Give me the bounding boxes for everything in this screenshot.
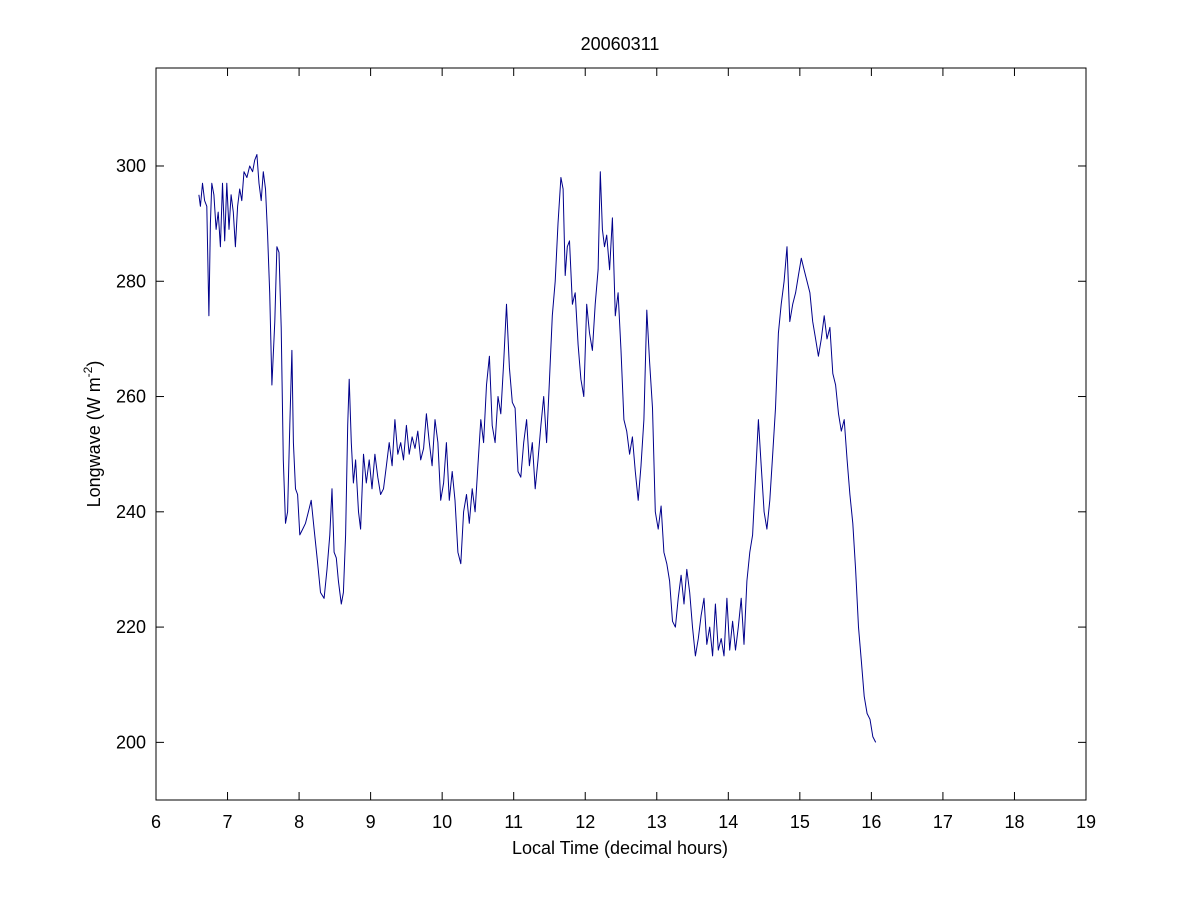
x-tick-label: 9 <box>366 812 376 832</box>
x-tick-label: 19 <box>1076 812 1096 832</box>
y-axis-label-main: Longwave (W m <box>84 377 104 507</box>
y-tick-label: 260 <box>116 387 146 407</box>
x-tick-label: 17 <box>933 812 953 832</box>
series-line <box>198 154 877 743</box>
y-axis-tick-labels: 200 220 240 260 280 300 <box>116 156 146 752</box>
x-tick-label: 10 <box>432 812 452 832</box>
x-tick-label: 8 <box>294 812 304 832</box>
y-axis-label-superscript: -2 <box>81 366 95 377</box>
x-tick-label: 18 <box>1004 812 1024 832</box>
x-tick-label: 14 <box>718 812 738 832</box>
y-tick-label: 300 <box>116 156 146 176</box>
x-tick-label: 7 <box>223 812 233 832</box>
x-axis-tick-labels: 6 7 8 9 10 11 12 13 14 15 16 17 18 19 <box>151 812 1096 832</box>
x-tick-label: 13 <box>647 812 667 832</box>
x-tick-label: 6 <box>151 812 161 832</box>
y-axis-label-close: ) <box>84 361 104 367</box>
y-axis-label: Longwave (W m-2) <box>81 361 104 508</box>
series-group <box>198 154 877 743</box>
y-tick-label: 280 <box>116 271 146 291</box>
x-tick-label: 16 <box>861 812 881 832</box>
x-tick-label: 15 <box>790 812 810 832</box>
plot-area <box>155 67 1087 801</box>
x-axis-label: Local Time (decimal hours) <box>512 838 728 858</box>
y-tick-label: 240 <box>116 502 146 522</box>
x-tick-label: 12 <box>575 812 595 832</box>
y-tick-label: 220 <box>116 617 146 637</box>
x-tick-label: 11 <box>504 812 523 832</box>
chart-title: 20060311 <box>581 34 660 54</box>
axis-ticks <box>155 68 1087 800</box>
y-tick-label: 200 <box>116 732 146 752</box>
